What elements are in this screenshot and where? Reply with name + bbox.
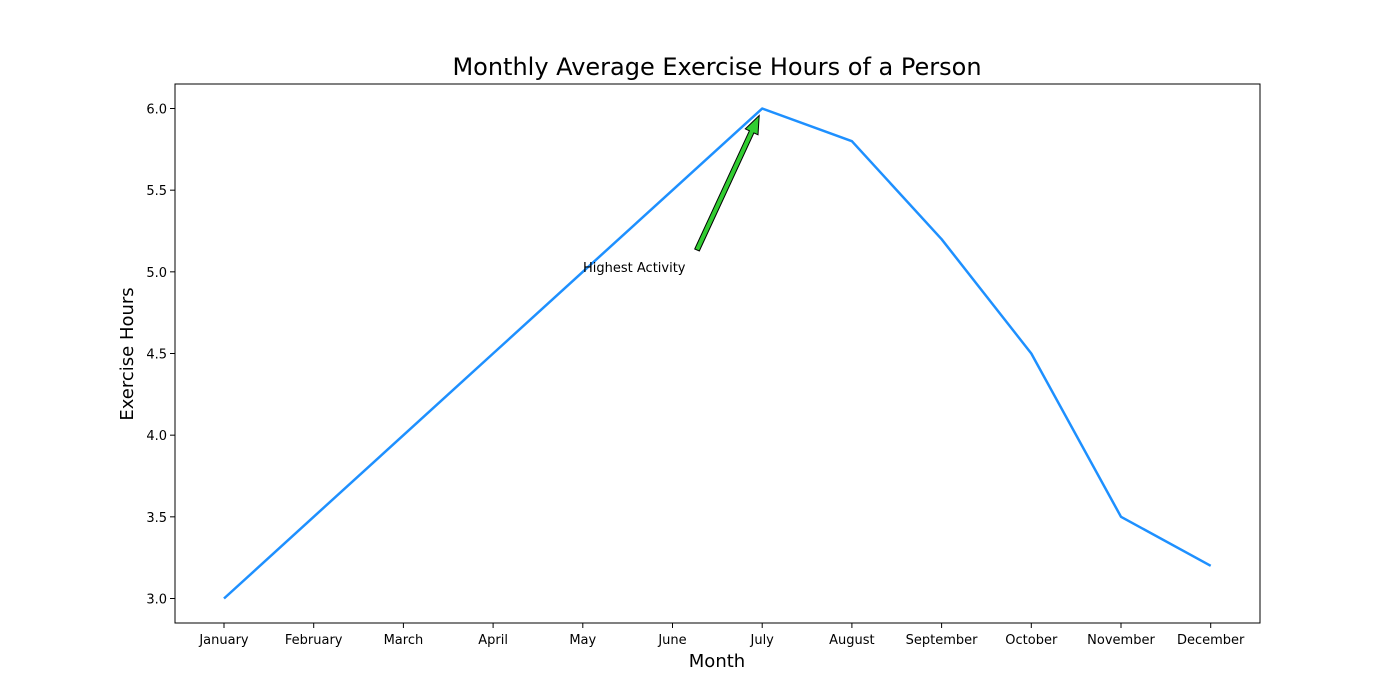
- series-group: [223, 107, 1212, 600]
- annotation-group: Highest Activity: [583, 114, 760, 276]
- y-tick-label: 3.0: [146, 593, 167, 608]
- x-tick-label: February: [285, 633, 343, 648]
- x-tick-label: August: [829, 633, 875, 648]
- x-tick-label: September: [906, 633, 979, 648]
- series-line: [223, 107, 1212, 600]
- x-axis: January February March April May June July Augu…: [198, 623, 1245, 648]
- chart-title: Monthly Average Exercise Hours of a Pers…: [452, 53, 981, 81]
- annotation-arrow: [694, 114, 760, 252]
- x-tick-label: July: [750, 633, 775, 648]
- x-tick-label: January: [198, 633, 249, 648]
- y-tick-label: 6.0: [146, 103, 167, 118]
- x-tick-label: November: [1087, 633, 1155, 648]
- x-tick-label: June: [657, 633, 686, 648]
- y-tick-label: 4.0: [146, 429, 167, 444]
- y-tick-label: 5.5: [146, 184, 167, 199]
- x-tick-label: December: [1177, 633, 1245, 648]
- annotation-label: Highest Activity: [583, 261, 686, 276]
- y-tick-label: 5.0: [146, 266, 167, 281]
- y-tick-label: 4.5: [146, 348, 167, 363]
- y-axis-title: Exercise Hours: [117, 287, 138, 420]
- x-tick-label: October: [1005, 633, 1058, 648]
- y-tick-label: 3.5: [146, 511, 167, 526]
- x-tick-label: May: [569, 633, 596, 648]
- x-tick-label: March: [384, 633, 424, 648]
- x-axis-title: Month: [689, 651, 745, 672]
- x-tick-label: April: [478, 633, 508, 648]
- y-axis: 3.0 3.5 4.0 4.5 5.0 5.5 6.0: [146, 103, 175, 608]
